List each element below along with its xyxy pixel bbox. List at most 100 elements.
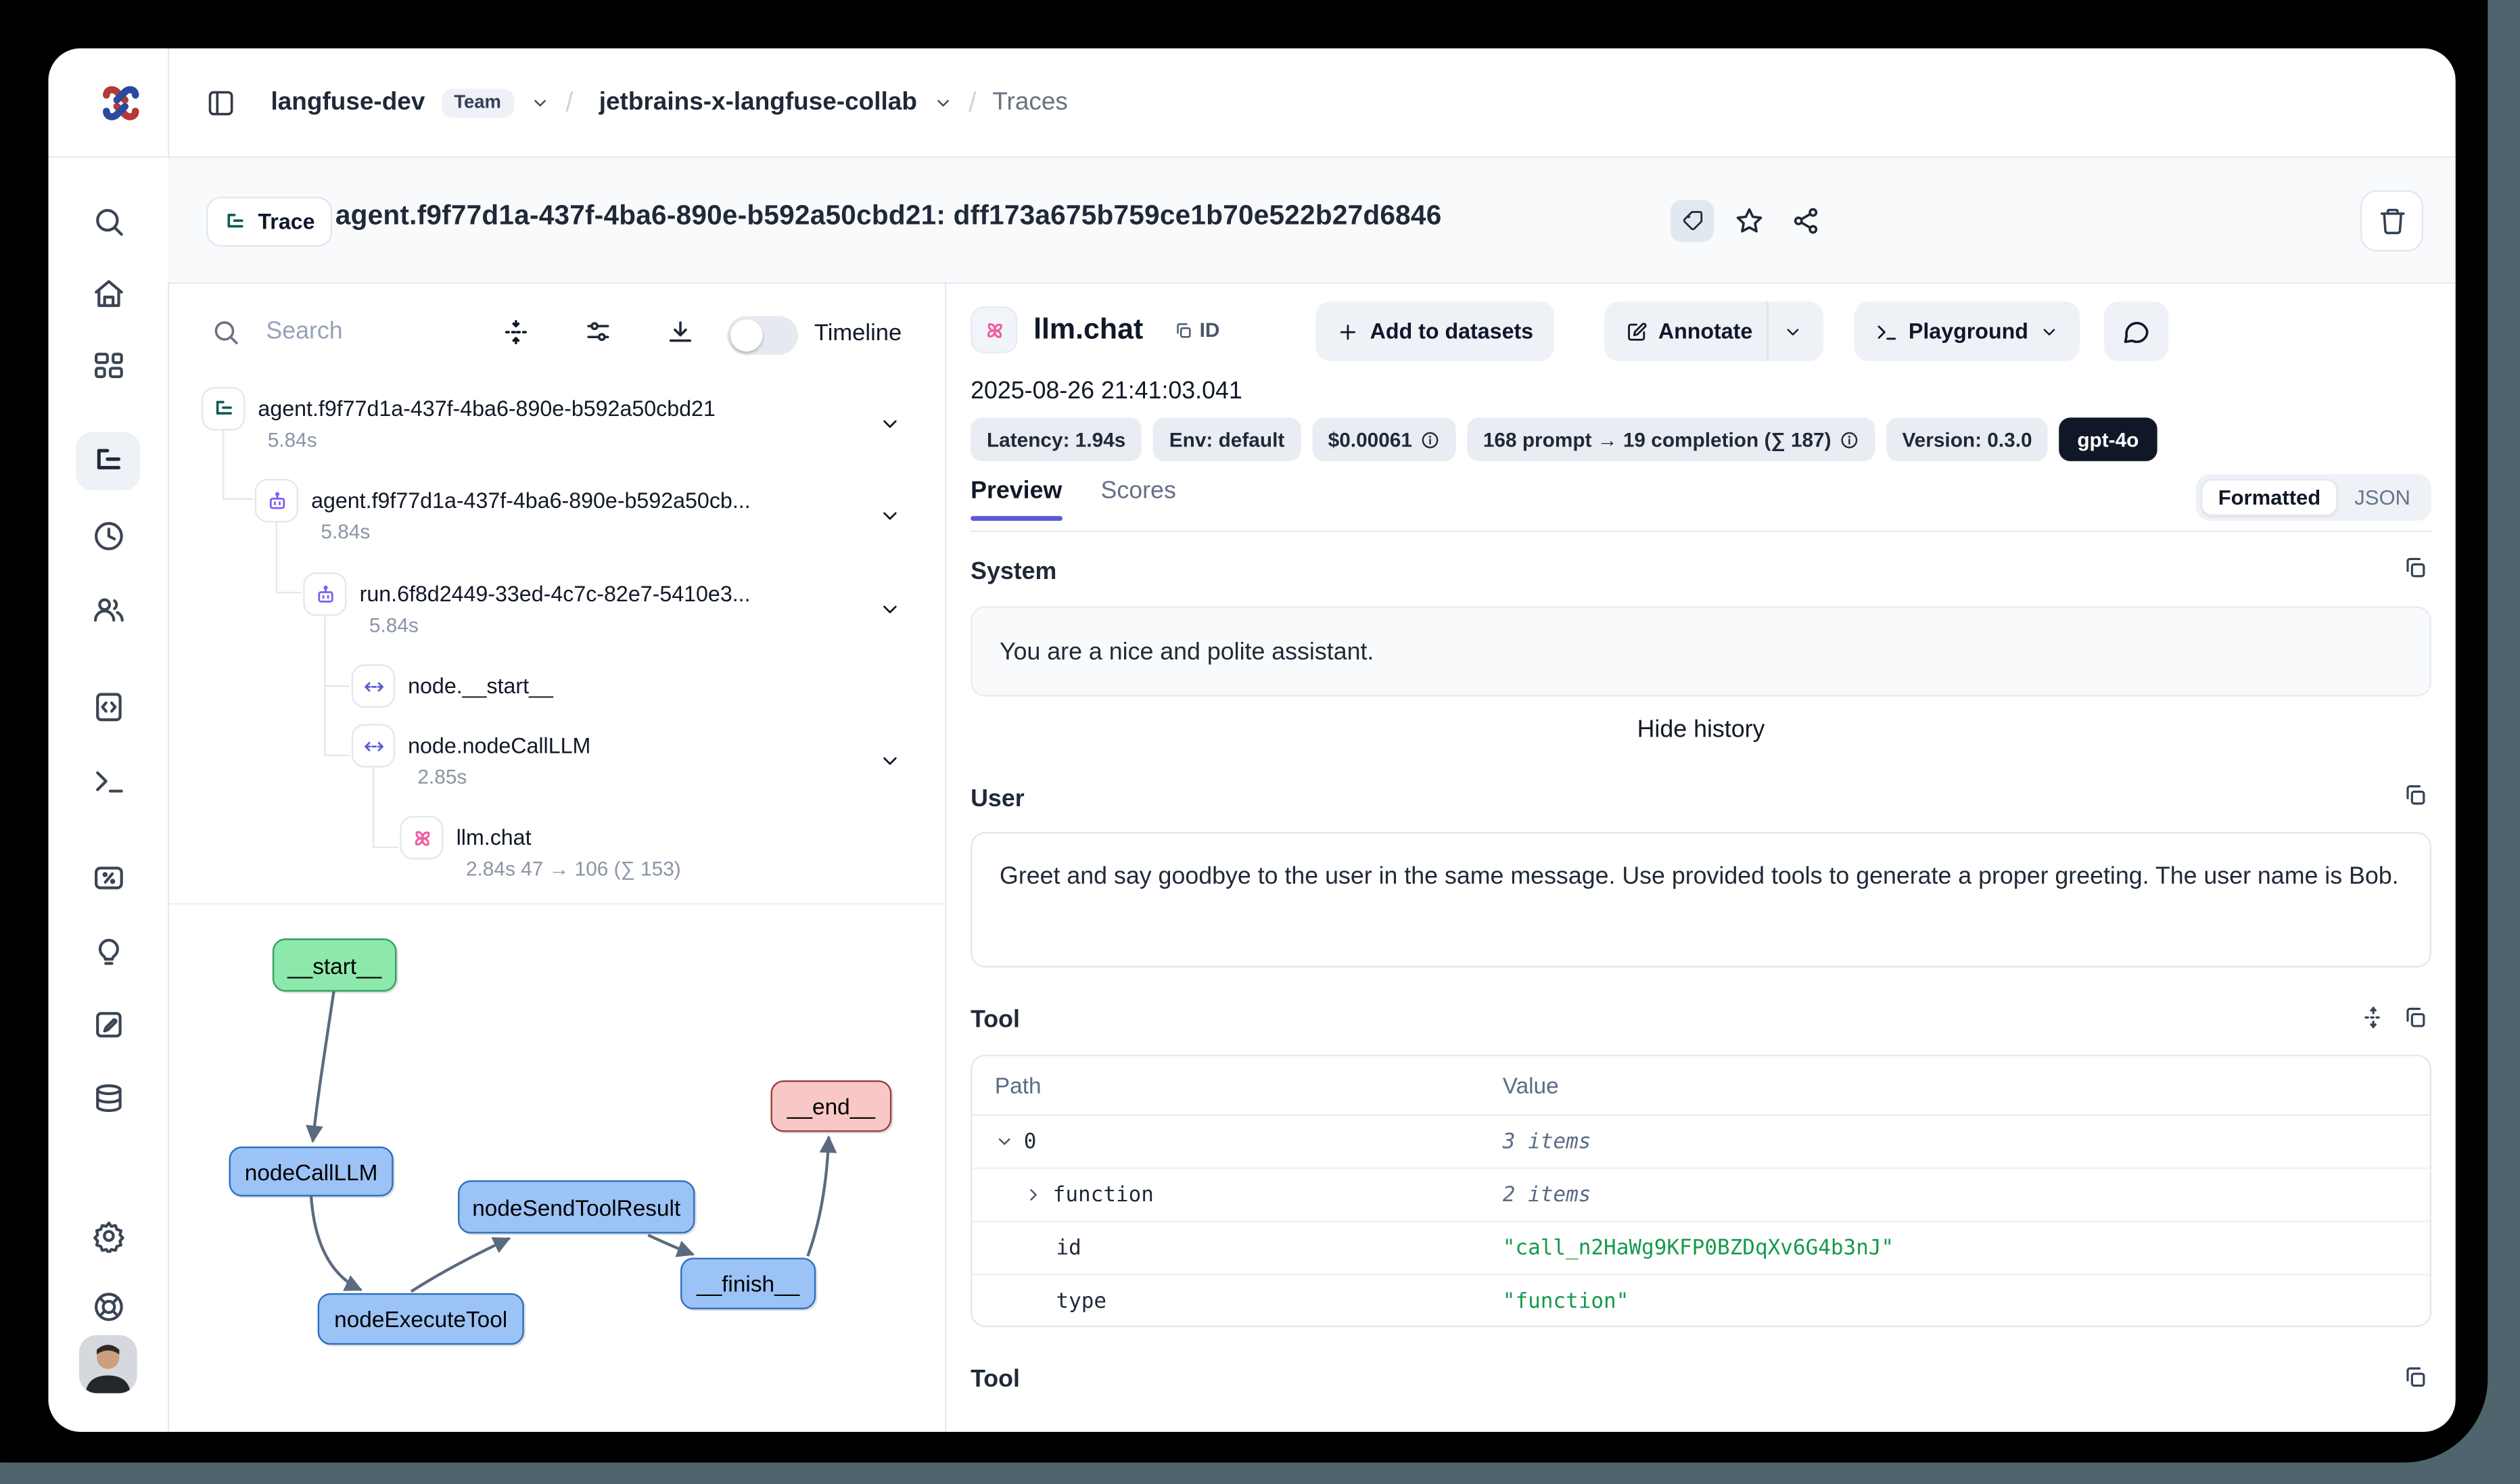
bookmark-button[interactable]: [1729, 200, 1771, 242]
graph-node-nodecallllm[interactable]: nodeCallLLM: [229, 1146, 394, 1197]
agent-graph[interactable]: __start__ nodeCallLLM nodeSendToolResult…: [169, 904, 945, 1432]
tree-guide: [222, 430, 225, 501]
toggle-knob: [730, 319, 763, 352]
comment-button[interactable]: [2103, 301, 2169, 361]
chevron-down-icon[interactable]: [995, 1132, 1014, 1151]
observation-detail-panel: llm.chat ID Add to datasets Annotate: [946, 283, 2456, 1432]
chevron-down-icon[interactable]: [530, 93, 550, 113]
chevron-down-icon[interactable]: [933, 93, 953, 113]
graph-node-nodeexecutetool[interactable]: nodeExecuteTool: [317, 1293, 524, 1345]
add-to-datasets-button[interactable]: Add to datasets: [1315, 301, 1555, 361]
playground-button[interactable]: Playground: [1853, 301, 2080, 361]
tree-search-row: Search Timeline: [169, 300, 945, 364]
pinwheel-icon: [414, 830, 429, 845]
list-tree-icon: [96, 448, 120, 469]
rail-sessions-button[interactable]: [76, 507, 140, 565]
langfuse-logo-icon[interactable]: [100, 83, 142, 124]
breadcrumb-workspace[interactable]: langfuse-dev: [271, 89, 425, 116]
home-icon: [93, 279, 122, 306]
chevron-down-icon[interactable]: [879, 750, 901, 772]
observation-tree-panel: Search Timeline agent.f9f7: [169, 283, 945, 1432]
rail-dashboards-button[interactable]: [76, 337, 140, 395]
table-row[interactable]: id "call_n2HaWg9KFP0BZDqXv6G4b3nJ": [972, 1222, 2430, 1276]
graph-node-finish[interactable]: __finish__: [680, 1257, 816, 1309]
chevron-down-icon[interactable]: [1783, 322, 1803, 342]
share-button[interactable]: [1785, 200, 1827, 242]
rail-settings-button[interactable]: [76, 1206, 140, 1264]
workspace-plan-badge: Team: [441, 89, 515, 118]
avatar-image: [78, 1335, 137, 1393]
tool2-section-label: Tool: [971, 1366, 1020, 1393]
hide-history-button[interactable]: Hide history: [1637, 716, 1765, 743]
lifebuoy-icon: [93, 1292, 122, 1320]
table-row[interactable]: type "function": [972, 1276, 2429, 1326]
unfold-vertical-icon[interactable]: [2360, 1004, 2386, 1030]
left-rail: [48, 158, 168, 1432]
chevron-down-icon[interactable]: [879, 598, 901, 620]
chevron-down-icon[interactable]: [879, 413, 901, 435]
rail-annotation-button[interactable]: [76, 995, 140, 1053]
tokens-badge[interactable]: 168 prompt → 19 completion (∑ 187): [1467, 417, 1875, 461]
annotate-button-group[interactable]: Annotate: [1603, 301, 1824, 361]
tree-row-duration: 5.84s: [369, 614, 419, 637]
rail-home-button[interactable]: [76, 264, 140, 323]
graph-node-label: __start__: [287, 952, 382, 978]
tab-preview[interactable]: Preview: [971, 478, 1062, 521]
eval-card-icon: [93, 866, 122, 889]
copy-id-button[interactable]: ID: [1173, 319, 1219, 342]
rail-playground-button[interactable]: [76, 751, 140, 810]
rail-prompts-button[interactable]: [76, 677, 140, 735]
tree-guide: [324, 754, 350, 757]
tree-row-label: agent.f9f77d1a-437f-4ba6-890e-b592a50cb.…: [311, 488, 751, 513]
graph-node-start[interactable]: __start__: [272, 938, 397, 992]
info-icon: [1422, 431, 1439, 448]
sidebar-toggle-button[interactable]: [197, 79, 246, 128]
rail-insights-button[interactable]: [76, 923, 140, 981]
agent-icon-pill: [303, 572, 347, 616]
tree-guide: [324, 685, 350, 687]
copy-icon[interactable]: [2402, 782, 2428, 808]
rail-users-button[interactable]: [76, 580, 140, 639]
timeline-toggle[interactable]: [727, 316, 799, 355]
delete-trace-button[interactable]: [2360, 190, 2424, 252]
span-icon-pill: [351, 724, 396, 768]
tree-search-input[interactable]: Search: [266, 317, 343, 346]
tree-guide: [372, 767, 375, 848]
format-formatted[interactable]: Formatted: [2200, 479, 2339, 516]
copy-icon[interactable]: [2402, 555, 2428, 580]
chevron-down-icon[interactable]: [879, 505, 901, 527]
format-json[interactable]: JSON: [2354, 485, 2410, 510]
copy-icon[interactable]: [2402, 1364, 2428, 1390]
rail-datasets-button[interactable]: [76, 1069, 140, 1128]
add-to-datasets-label: Add to datasets: [1370, 319, 1534, 344]
copy-icon: [1177, 323, 1191, 338]
json-value: 3 items: [1502, 1129, 1591, 1154]
graph-node-label: nodeExecuteTool: [334, 1305, 508, 1332]
rail-search-button[interactable]: [76, 192, 140, 250]
generation-icon-pill: [400, 816, 444, 860]
id-label: ID: [1199, 319, 1220, 342]
rail-support-button[interactable]: [76, 1277, 140, 1335]
model-badge[interactable]: gpt-4o: [2059, 417, 2157, 461]
json-value: 2 items: [1502, 1182, 1591, 1207]
filter-settings-icon[interactable]: [584, 318, 613, 347]
tab-scores[interactable]: Scores: [1100, 477, 1176, 505]
chevron-right-icon[interactable]: [1024, 1185, 1044, 1205]
graph-node-end[interactable]: __end__: [770, 1080, 892, 1132]
rail-evaluation-button[interactable]: [76, 848, 140, 906]
fold-vertical-icon[interactable]: [501, 318, 530, 347]
metadata-badges: Latency: 1.94s Env: default $0.00061 168…: [971, 417, 2157, 461]
graph-node-nodesendtoolresult[interactable]: nodeSendToolResult: [458, 1180, 695, 1234]
avatar[interactable]: [78, 1335, 137, 1393]
tag-button[interactable]: [1670, 200, 1714, 242]
users-icon: [93, 597, 123, 621]
download-icon[interactable]: [666, 318, 695, 347]
copy-icon[interactable]: [2402, 1004, 2428, 1030]
table-row[interactable]: function 2 items: [972, 1169, 2430, 1222]
breadcrumb-project[interactable]: jetbrains-x-langfuse-collab: [599, 89, 917, 116]
cost-badge[interactable]: $0.00061: [1311, 417, 1456, 461]
table-row[interactable]: 0 3 items: [972, 1116, 2430, 1169]
json-key: id: [1056, 1236, 1081, 1261]
rail-traces-button[interactable]: [76, 432, 141, 490]
